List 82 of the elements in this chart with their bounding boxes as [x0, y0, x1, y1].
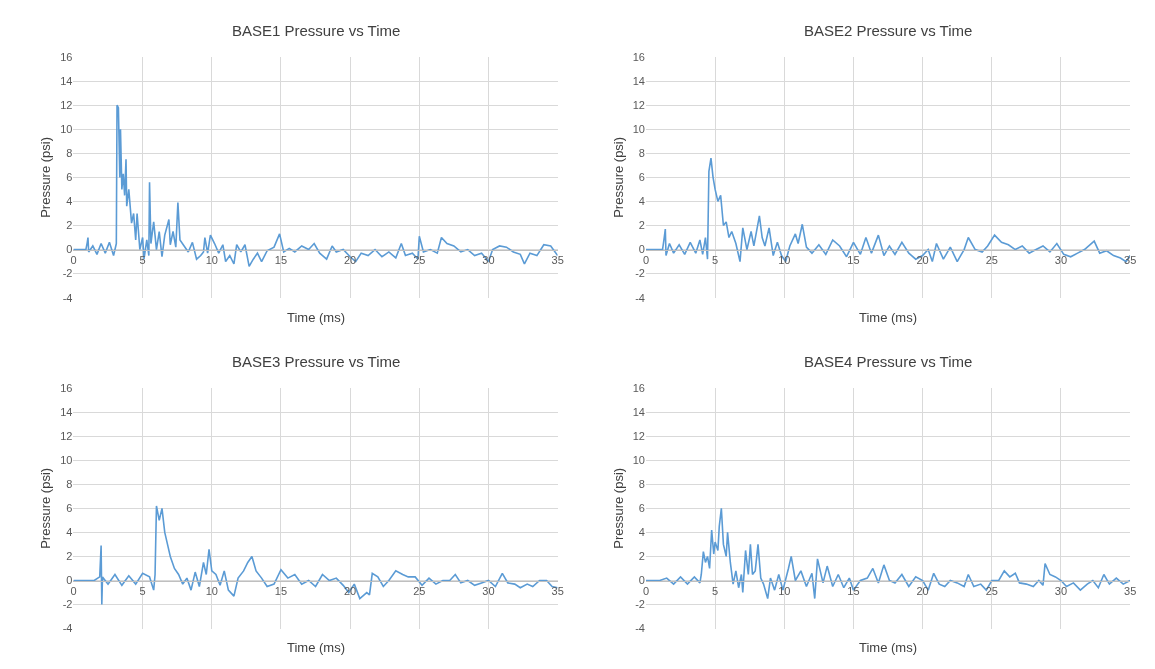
- y-tick-label: 6: [66, 502, 73, 515]
- x-tick-label: 15: [274, 253, 288, 266]
- y-tick-label: 14: [60, 74, 73, 87]
- y-tick-label: 14: [60, 405, 73, 418]
- x-tick-label: 10: [778, 253, 791, 266]
- x-tick-label: 5: [139, 253, 146, 266]
- x-tick-label: 30: [1054, 253, 1068, 266]
- y-tick-label: 8: [638, 147, 645, 160]
- x-axis-title: Time (ms): [287, 310, 346, 325]
- x-tick-label: 10: [205, 253, 218, 266]
- x-tick-label: 5: [139, 584, 146, 597]
- x-tick-label: 10: [205, 584, 218, 597]
- y-axis-title: Pressure (psi): [38, 467, 54, 549]
- chart-title: BASE1 Pressure vs Time: [232, 22, 401, 39]
- chart-title: BASE2 Pressure vs Time: [804, 22, 973, 39]
- y-tick-label: 16: [632, 381, 645, 394]
- y-tick-label: 14: [632, 405, 645, 418]
- x-tick-label: 35: [551, 253, 564, 266]
- x-tick-label: 35: [551, 584, 564, 597]
- y-tick-label: -2: [635, 598, 645, 611]
- y-tick-label: -4: [62, 291, 73, 304]
- y-tick-label: 6: [638, 171, 645, 184]
- y-tick-label: 12: [60, 99, 73, 112]
- y-tick-label: 12: [632, 429, 645, 442]
- y-tick-label: 6: [66, 171, 73, 184]
- y-axis-title: Pressure (psi): [610, 467, 626, 549]
- x-axis-title: Time (ms): [859, 640, 918, 655]
- y-tick-label: 2: [638, 550, 645, 563]
- x-tick-label: 25: [985, 253, 998, 266]
- x-tick-label: 25: [413, 584, 426, 597]
- y-tick-label: 10: [60, 454, 73, 467]
- y-axis-title: Pressure (psi): [610, 136, 626, 218]
- y-tick-label: 10: [632, 123, 645, 136]
- y-axis-title: Pressure (psi): [38, 136, 54, 218]
- y-tick-label: -2: [635, 267, 645, 280]
- y-tick-label: 12: [60, 429, 73, 442]
- y-tick-label: -4: [62, 622, 73, 635]
- x-tick-label: 35: [1124, 584, 1137, 597]
- y-tick-label: 0: [66, 574, 73, 587]
- y-tick-label: 4: [638, 195, 645, 208]
- x-tick-label: 15: [274, 584, 288, 597]
- chart-title: BASE4 Pressure vs Time: [804, 353, 973, 370]
- y-tick-label: 6: [638, 502, 645, 515]
- chart-title: BASE3 Pressure vs Time: [232, 353, 401, 370]
- y-tick-label: 0: [638, 574, 645, 587]
- y-tick-label: 0: [638, 243, 645, 256]
- y-tick-label: 16: [60, 50, 73, 63]
- x-tick-label: 30: [1054, 584, 1068, 597]
- y-tick-label: 12: [632, 99, 645, 112]
- y-tick-label: 0: [66, 243, 73, 256]
- x-tick-label: 5: [712, 253, 719, 266]
- y-tick-label: -2: [62, 267, 73, 280]
- y-tick-label: 4: [638, 526, 645, 539]
- y-tick-label: 16: [632, 50, 645, 63]
- y-tick-label: 8: [66, 478, 73, 491]
- x-tick-label: 15: [847, 584, 860, 597]
- y-tick-label: 4: [66, 195, 73, 208]
- y-tick-label: 8: [66, 147, 73, 160]
- x-tick-label: 5: [712, 584, 719, 597]
- x-tick-label: 20: [916, 584, 929, 597]
- x-tick-label: 20: [344, 253, 357, 266]
- x-tick-label: 30: [482, 584, 495, 597]
- y-tick-label: 8: [638, 478, 645, 491]
- y-tick-label: -4: [635, 291, 645, 304]
- x-tick-label: 20: [916, 253, 929, 266]
- x-tick-label: 35: [1124, 253, 1137, 266]
- x-tick-label: 15: [847, 253, 860, 266]
- x-axis-title: Time (ms): [859, 310, 918, 325]
- x-tick-label: 10: [778, 584, 791, 597]
- y-tick-label: -4: [635, 622, 645, 635]
- y-tick-label: 4: [66, 526, 73, 539]
- y-tick-label: 2: [66, 219, 73, 232]
- x-tick-label: 25: [985, 584, 998, 597]
- y-tick-label: 10: [632, 454, 645, 467]
- x-axis-title: Time (ms): [287, 640, 346, 655]
- x-tick-label: 25: [413, 253, 426, 266]
- y-tick-label: 10: [60, 123, 73, 136]
- y-tick-label: 2: [638, 219, 645, 232]
- y-tick-label: -2: [62, 598, 73, 611]
- y-tick-label: 2: [66, 550, 73, 563]
- y-tick-label: 14: [632, 74, 645, 87]
- y-tick-label: 16: [60, 381, 73, 394]
